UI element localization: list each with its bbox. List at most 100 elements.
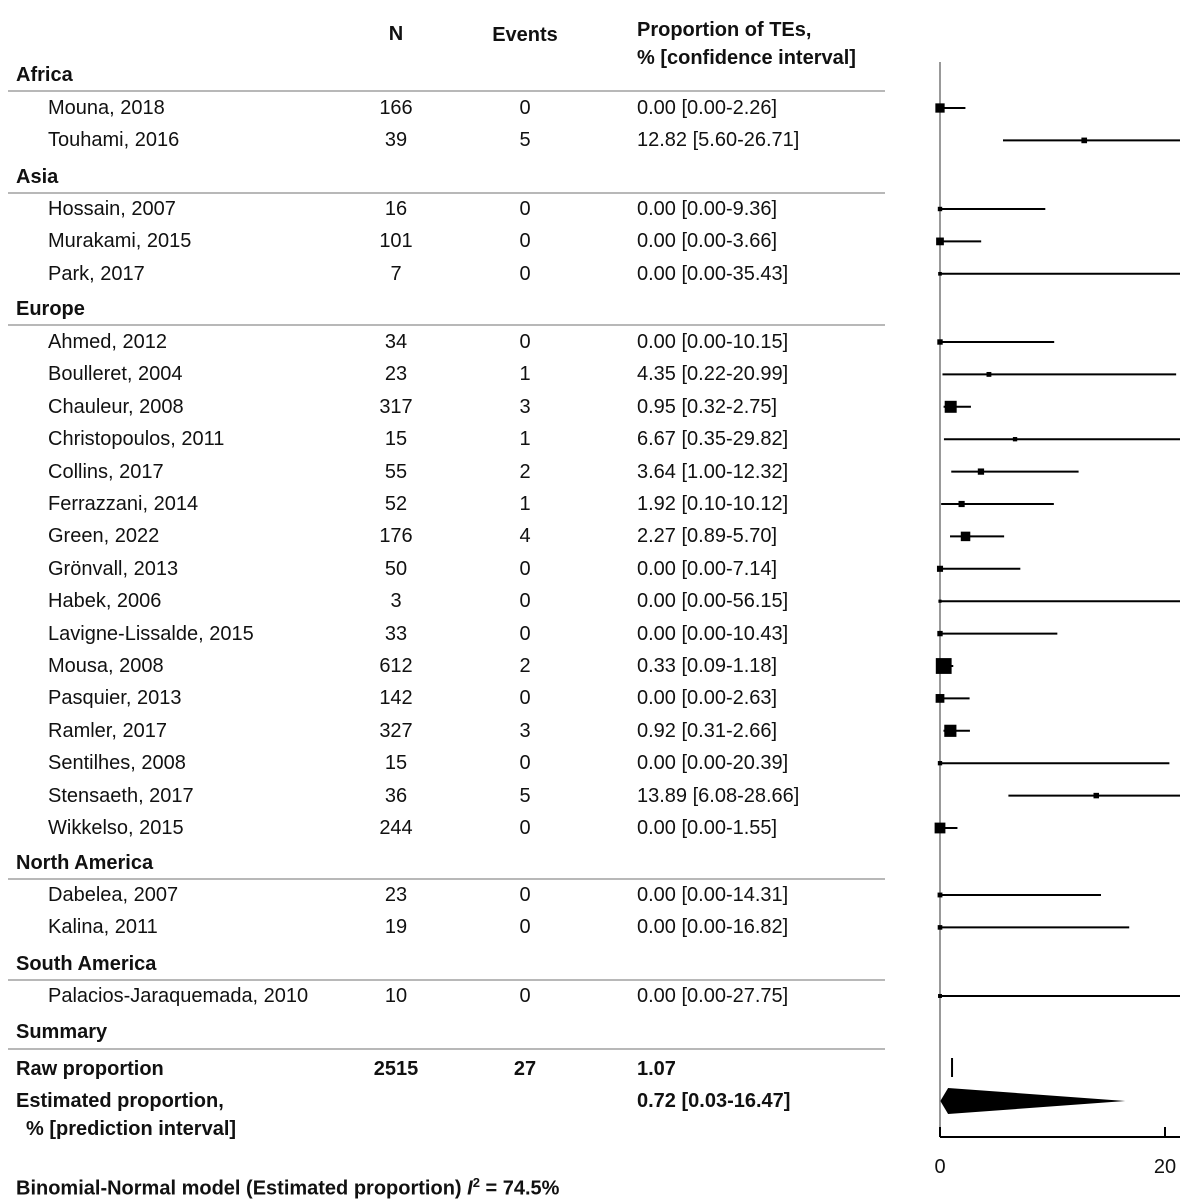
- study-point: [938, 599, 942, 603]
- study-name: Ferrazzani, 2014: [48, 493, 199, 515]
- header-n: N: [388, 23, 404, 45]
- group-divider: [8, 979, 885, 981]
- study-ci: 0.00 [0.00-27.75]: [637, 985, 789, 1007]
- study-events: 0: [519, 557, 531, 580]
- raw-n: 2515: [373, 1058, 419, 1080]
- study-ci: 0.00 [0.00-2.26]: [637, 97, 778, 119]
- study-events: 1: [519, 428, 531, 451]
- study-events: 0: [519, 884, 531, 906]
- study-point: [938, 994, 942, 998]
- study-ci: 0.00 [0.00-14.31]: [637, 884, 789, 906]
- study-ci: 13.89 [6.08-28.66]: [637, 784, 800, 807]
- study-point: [935, 103, 945, 113]
- study-events: 2: [519, 655, 531, 677]
- study-n: 16: [384, 198, 408, 220]
- study-events: 0: [519, 198, 531, 220]
- study-name: Habek, 2006: [48, 590, 162, 613]
- study-name: Christopoulos, 2011: [48, 428, 225, 451]
- group-label: Asia: [16, 166, 59, 188]
- estimated-value: 0.72 [0.03-16.47]: [637, 1090, 791, 1112]
- study-ci: 0.00 [0.00-20.39]: [637, 752, 789, 775]
- study-point: [937, 761, 943, 766]
- study-events: 0: [519, 752, 531, 775]
- model-footnote: Binomial-Normal model (Estimated proport…: [16, 1171, 559, 1201]
- group-divider: [8, 192, 885, 194]
- study-name: Mousa, 2008: [48, 655, 164, 677]
- study-ci: 6.67 [0.35-29.82]: [637, 428, 789, 451]
- raw-proportion-label: Raw proportion: [16, 1058, 164, 1080]
- study-n: 23: [384, 884, 408, 906]
- group-label: North America: [16, 852, 154, 874]
- study-events: 4: [519, 525, 531, 548]
- study-ci: 0.00 [0.00-2.63]: [637, 687, 778, 710]
- study-events: 0: [519, 590, 531, 613]
- x-tick-label: 0: [934, 1156, 945, 1178]
- study-name: Chauleur, 2008: [48, 395, 184, 418]
- study-n: 3: [390, 590, 402, 613]
- study-n: 327: [379, 719, 413, 742]
- study-n: 176: [379, 525, 413, 548]
- study-name: Palacios-Jaraquemada, 2010: [48, 985, 309, 1007]
- study-n: 23: [384, 363, 408, 386]
- study-ci: 0.92 [0.31-2.66]: [637, 719, 778, 742]
- study-name: Dabelea, 2007: [48, 884, 179, 906]
- summary-label: Summary: [16, 1021, 108, 1043]
- study-n: 166: [379, 97, 413, 119]
- study-events: 0: [519, 985, 531, 1007]
- study-point: [936, 237, 944, 246]
- study-name: Wikkelso, 2015: [48, 817, 184, 839]
- study-n: 317: [379, 395, 413, 418]
- header-confidence-interval: % [confidence interval]: [637, 47, 856, 69]
- study-point: [935, 694, 945, 703]
- study-point: [1081, 137, 1088, 144]
- estimated-proportion-label: Estimated proportion,: [16, 1090, 224, 1112]
- study-name: Mouna, 2018: [48, 97, 165, 119]
- study-ci: 0.00 [0.00-7.14]: [637, 557, 778, 580]
- study-ci: 0.00 [0.00-3.66]: [637, 230, 778, 253]
- study-point: [934, 822, 946, 834]
- study-ci: 0.00 [0.00-16.82]: [637, 916, 789, 939]
- study-point: [944, 400, 957, 413]
- study-ci: 4.35 [0.22-20.99]: [637, 363, 789, 386]
- study-name: Ramler, 2017: [48, 719, 167, 742]
- study-events: 0: [519, 331, 531, 353]
- study-name: Touhami, 2016: [48, 129, 180, 152]
- study-n: 34: [384, 331, 408, 353]
- footnote-superscript: 2: [472, 1175, 480, 1190]
- study-events: 5: [519, 784, 531, 807]
- study-name: Stensaeth, 2017: [48, 784, 194, 807]
- x-tick-label: 20: [1154, 1156, 1176, 1178]
- group-divider: [8, 878, 885, 880]
- study-name: Boulleret, 2004: [48, 363, 183, 386]
- study-name: Ahmed, 2012: [48, 331, 167, 353]
- study-events: 0: [519, 97, 531, 119]
- study-n: 50: [384, 557, 408, 580]
- estimate-diamond: [940, 1088, 1126, 1114]
- study-ci: 0.33 [0.09-1.18]: [637, 655, 778, 677]
- study-name: Sentilhes, 2008: [48, 752, 186, 775]
- study-ci: 0.00 [0.00-10.43]: [637, 622, 789, 645]
- study-point: [1012, 437, 1018, 442]
- group-divider: [8, 324, 885, 326]
- study-point: [944, 724, 957, 737]
- group-label: Europe: [16, 298, 85, 320]
- study-name: Hossain, 2007: [48, 198, 176, 220]
- study-events: 0: [519, 230, 531, 253]
- study-point: [937, 206, 943, 212]
- study-n: 39: [384, 129, 408, 152]
- study-point: [937, 892, 943, 898]
- study-point: [937, 339, 943, 345]
- study-n: 7: [390, 262, 402, 285]
- study-name: Lavigne-Lissalde, 2015: [48, 622, 254, 645]
- study-point: [938, 271, 942, 276]
- study-ci: 3.64 [1.00-12.32]: [637, 460, 789, 483]
- study-point: [937, 630, 943, 637]
- study-events: 2: [519, 460, 531, 483]
- study-events: 5: [519, 129, 531, 152]
- study-n: 55: [384, 460, 408, 483]
- study-point: [960, 531, 971, 542]
- study-point: [937, 925, 943, 930]
- study-ci: 0.00 [0.00-10.15]: [637, 331, 789, 353]
- group-divider: [8, 1048, 885, 1050]
